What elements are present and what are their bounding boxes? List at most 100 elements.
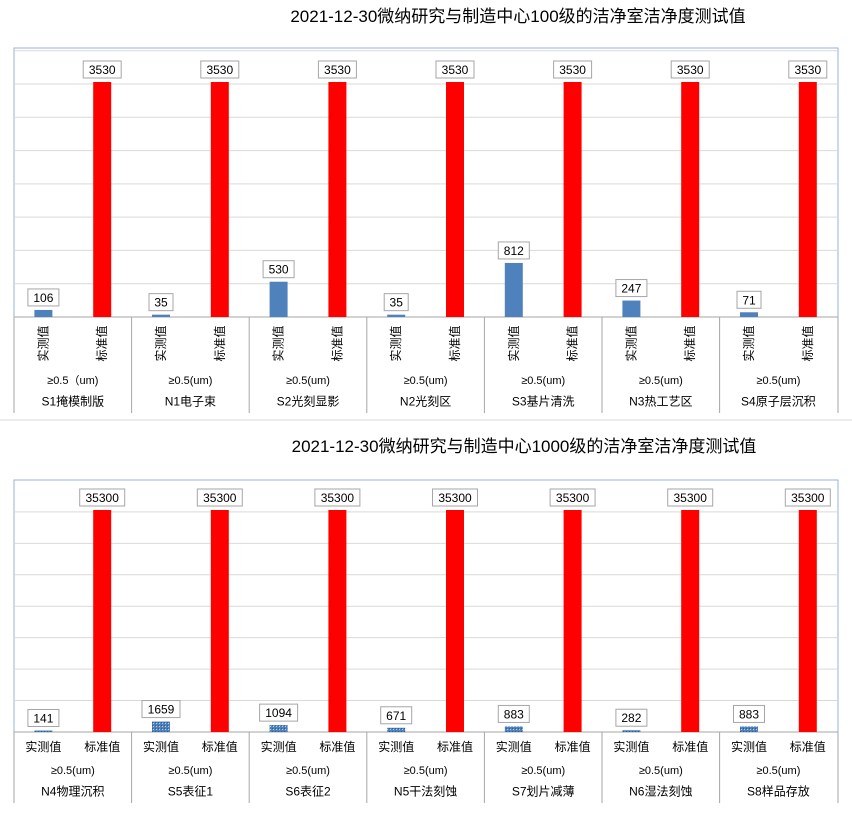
series-label-measured: 实测值	[271, 325, 286, 361]
data-label-measured: 883	[739, 707, 759, 721]
data-label-box	[259, 703, 299, 722]
data-label-standard: 35300	[791, 491, 825, 505]
chart-1: 2021-12-30微纳研究与制造中心100级的洁净室洁净度测试值 106 3530…	[0, 7, 852, 421]
bar-standard	[210, 82, 229, 317]
data-label-measured: 141	[33, 712, 53, 726]
series-label-standard: 标准值	[790, 739, 826, 754]
bar-standard	[328, 82, 347, 317]
bar-measured	[269, 281, 288, 317]
bar-measured	[504, 262, 523, 317]
data-label-standard: 3530	[559, 63, 586, 77]
data-label-standard: 3530	[324, 63, 351, 77]
data-label-measured: 71	[742, 293, 756, 307]
room-name-label: N4物理沉积	[41, 785, 104, 799]
particle-size-label: ≥0.5(um)	[51, 765, 95, 777]
data-label-measured: 530	[269, 263, 289, 277]
room-name-label: S4原子层沉积	[741, 395, 816, 409]
data-label-box	[670, 60, 710, 79]
data-label-box	[553, 60, 593, 79]
data-label-measured: 106	[33, 291, 53, 305]
bar-measured	[269, 725, 288, 732]
particle-size-label: ≥0.5(um)	[521, 765, 565, 777]
plot-area	[13, 47, 839, 318]
particle-size-label: ≥0.5(um)	[756, 375, 800, 387]
room-name-label: S6表征2	[285, 785, 331, 799]
bar-measured	[622, 300, 641, 317]
data-label-measured: 1094	[265, 706, 292, 720]
data-label-box	[27, 709, 60, 727]
data-label-box	[733, 704, 765, 723]
room-name-label: N6湿法刻蚀	[629, 784, 692, 799]
series-label-measured: 实测值	[378, 739, 414, 754]
bar-measured	[387, 314, 406, 317]
room-name-label: S7划片减薄	[512, 784, 575, 799]
data-label-box	[314, 488, 361, 507]
data-label-box	[79, 488, 126, 507]
data-label-measured: 35	[390, 296, 404, 310]
bar-standard	[681, 510, 700, 732]
series-label-standard: 标准值	[447, 325, 462, 361]
room-name-label: S1掩模制版	[41, 395, 104, 409]
data-label-box	[383, 293, 409, 312]
particle-size-label: ≥0.5(um)	[639, 375, 683, 387]
data-label-standard: 35300	[86, 491, 120, 505]
particle-size-label: ≥0.5(um)	[521, 375, 565, 387]
series-label-standard: 标准值	[800, 325, 815, 361]
series-label-measured: 实测值	[153, 325, 168, 361]
data-label-box	[380, 706, 413, 725]
data-label-box	[667, 488, 714, 507]
bar-standard	[681, 82, 700, 317]
data-label-box	[435, 60, 475, 79]
series-label-standard: 标准值	[84, 739, 120, 754]
data-label-box	[615, 279, 648, 298]
data-label-box	[497, 241, 530, 260]
data-label-box	[736, 290, 762, 309]
data-label-standard: 3530	[89, 63, 116, 77]
bar-measured	[152, 721, 170, 732]
series-label-measured: 实测值	[35, 325, 50, 361]
series-label-standard: 标准值	[329, 325, 344, 361]
series-label-standard: 标准值	[565, 325, 580, 361]
data-label-measured: 35	[154, 296, 168, 310]
particle-size-label: ≥0.5(um)	[756, 765, 800, 777]
room-name-label: N2光刻区	[400, 395, 451, 409]
bar-standard	[563, 82, 582, 317]
data-label-box	[27, 288, 60, 307]
particle-size-label: ≥0.5（um)	[47, 374, 98, 387]
data-label-standard: 3530	[794, 63, 821, 77]
data-label-box	[549, 488, 596, 507]
room-name-label: S8样品存放	[747, 784, 810, 799]
data-label-standard: 35300	[203, 491, 237, 505]
data-label-measured: 812	[504, 244, 524, 258]
particle-size-label: ≥0.5(um)	[404, 375, 448, 387]
bar-measured	[34, 730, 53, 732]
bar-measured	[387, 727, 406, 732]
data-label-box	[148, 293, 174, 312]
series-label-measured: 实测值	[623, 325, 638, 361]
series-label-measured: 实测值	[25, 739, 61, 754]
bar-standard	[210, 510, 229, 732]
data-label-measured: 247	[621, 282, 641, 296]
data-label-measured: 883	[504, 707, 524, 721]
particle-size-label: ≥0.5(um)	[168, 375, 212, 387]
series-label-standard: 标准值	[212, 325, 227, 361]
particle-size-label: ≥0.5(um)	[286, 375, 330, 387]
bar-measured	[740, 312, 758, 317]
room-name-label: N5干法刻蚀	[394, 785, 457, 799]
data-label-standard: 3530	[206, 63, 233, 77]
series-label-standard: 标准值	[555, 739, 591, 754]
data-label-standard: 35300	[674, 491, 708, 505]
particle-size-label: ≥0.5(um)	[404, 765, 448, 777]
particle-size-label: ≥0.5(um)	[168, 765, 212, 777]
bar-measured	[504, 726, 523, 732]
data-label-box	[82, 60, 122, 79]
chart-title: 2021-12-30微纳研究与制造中心100级的洁净室洁净度测试值	[290, 7, 745, 26]
room-name-label: N3热工艺区	[629, 395, 692, 409]
bar-standard	[798, 82, 817, 317]
bar-standard	[93, 510, 112, 732]
series-label-measured: 实测值	[741, 325, 756, 361]
series-label-standard: 标准值	[437, 739, 473, 754]
data-label-box	[432, 488, 478, 507]
series-label-standard: 标准值	[672, 739, 708, 754]
